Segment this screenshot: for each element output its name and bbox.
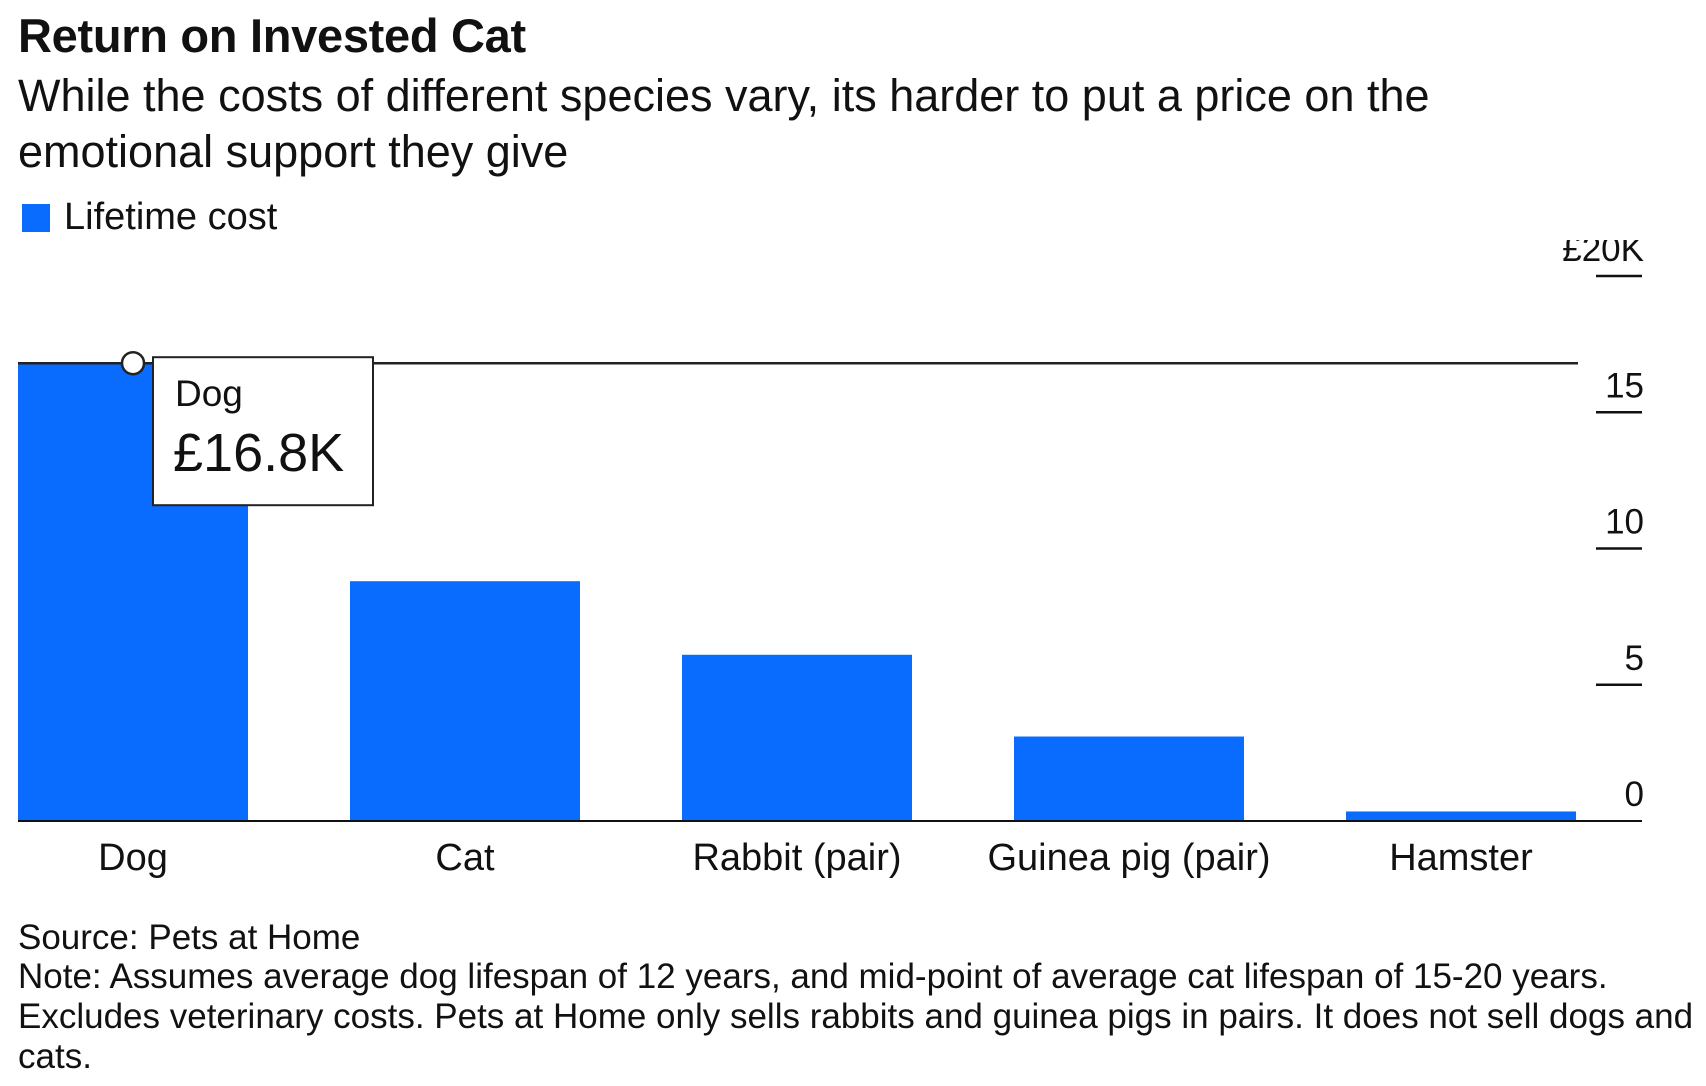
x-tick-label: Hamster xyxy=(1389,837,1533,879)
legend-label: Lifetime cost xyxy=(64,196,278,238)
footnote: Note: Assumes average dog lifespan of 12… xyxy=(18,957,1694,1076)
x-tick-label: Dog xyxy=(98,837,168,879)
bar-cat[interactable] xyxy=(350,581,580,821)
x-tick-label: Rabbit (pair) xyxy=(692,837,901,879)
y-axis: 0 5 10 15 £20K xyxy=(1562,240,1644,814)
y-tick-label: 5 xyxy=(1625,639,1644,678)
chart-subtitle: While the costs of different species var… xyxy=(18,70,1430,177)
legend: Lifetime cost xyxy=(22,196,277,239)
bar-guinea-pig-pair[interactable] xyxy=(1014,736,1244,821)
hover-annotation: Dog £16.8K xyxy=(18,350,1578,507)
x-tick-label: Cat xyxy=(435,837,495,879)
tooltip-value: £16.8K xyxy=(173,423,344,483)
bar-hamster[interactable] xyxy=(1346,811,1576,821)
bar-chart: 0 5 10 15 £20K Dog Cat Rabbit (pair) Guinea pig… xyxy=(18,240,1644,879)
tooltip-category: Dog xyxy=(175,373,243,414)
tooltip-box xyxy=(152,356,374,507)
hover-marker[interactable] xyxy=(120,350,146,376)
x-tick-label: Guinea pig (pair) xyxy=(987,837,1270,879)
y-tick-label: 0 xyxy=(1625,775,1644,814)
bar-rabbit-pair[interactable] xyxy=(682,654,912,821)
y-tick-label: 10 xyxy=(1605,503,1644,542)
legend-swatch xyxy=(22,203,50,232)
x-axis-labels: Dog Cat Rabbit (pair) Guinea pig (pair) Hams… xyxy=(98,837,1533,879)
y-tick-label: 15 xyxy=(1605,366,1644,405)
chart-title: Return on Invested Cat xyxy=(18,9,526,62)
source-note: Source: Pets at Home xyxy=(18,918,361,957)
y-tick-label: £20K xyxy=(1562,240,1644,269)
